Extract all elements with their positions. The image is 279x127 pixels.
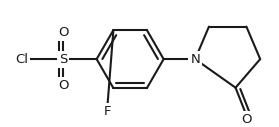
Text: Cl: Cl [15,53,28,66]
Text: N: N [190,53,200,66]
Text: O: O [58,26,68,39]
Text: O: O [241,113,252,126]
Text: S: S [59,53,67,66]
Text: F: F [104,105,111,118]
Text: O: O [58,79,68,92]
